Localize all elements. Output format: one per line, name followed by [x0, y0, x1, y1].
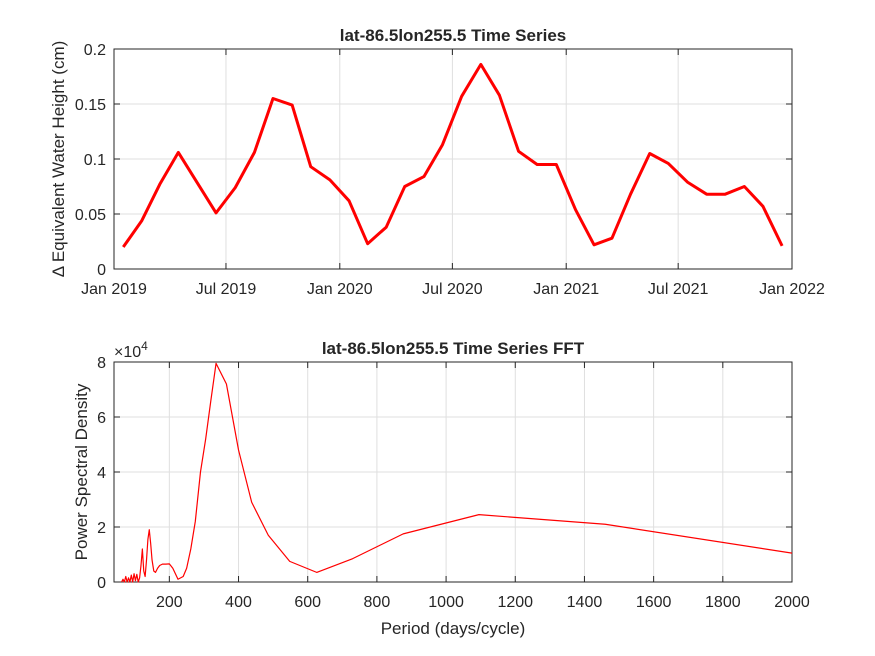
x-tick-label: 1600	[636, 594, 672, 611]
x-tick-label: 1400	[567, 594, 603, 611]
y-tick-label: 0.2	[84, 42, 106, 59]
x-tick-label: Jan 2022	[759, 281, 825, 298]
x-tick-label: 1200	[497, 594, 533, 611]
x-tick-label: 1000	[428, 594, 464, 611]
x-tick-label: 2000	[774, 594, 810, 611]
fft-grid	[114, 361, 793, 583]
x-tick-label: 600	[294, 594, 321, 611]
fft-exponent-base: ×10	[114, 344, 141, 361]
fft-chart: 200 400 600 800 1000 1200 1400 1600 1800 2000 0 2 4 6…	[72, 339, 810, 638]
x-tick-label: 800	[364, 594, 391, 611]
y-tick-label: 2	[97, 520, 106, 537]
y-tick-label: 0.15	[75, 97, 106, 114]
x-tick-label: Jan 2020	[307, 281, 373, 298]
x-tick-label: Jan 2021	[533, 281, 599, 298]
fft-ticks: 200 400 600 800 1000 1200 1400 1600 1800 2000 0 2 4 6…	[97, 355, 810, 611]
time-series-grid	[113, 48, 793, 270]
x-tick-label: 400	[225, 594, 252, 611]
time-series-line	[122, 62, 784, 248]
time-series-ticks: Jan 2019 Jul 2019 Jan 2020 Jul 2020 Jan 2021…	[75, 42, 825, 298]
fft-xlabel: Period (days/cycle)	[381, 619, 526, 638]
y-tick-label: 0.05	[75, 207, 106, 224]
fft-title: lat-86.5lon255.5 Time Series FFT	[322, 339, 585, 358]
fft-ylabel: Power Spectral Density	[72, 383, 91, 560]
x-tick-label: 1800	[705, 594, 741, 611]
fft-line	[121, 362, 793, 583]
x-tick-label: Jan 2019	[81, 281, 147, 298]
time-series-ylabel: Δ Equivalent Water Height (cm)	[49, 41, 68, 278]
y-tick-label: 0.1	[84, 152, 106, 169]
y-tick-label: 4	[97, 465, 106, 482]
time-series-title: lat-86.5lon255.5 Time Series	[340, 26, 566, 45]
y-tick-label: 0	[97, 575, 106, 592]
y-tick-label: 8	[97, 355, 106, 372]
fft-exponent-power: 4	[141, 339, 148, 353]
x-tick-label: Jul 2020	[422, 281, 483, 298]
y-tick-label: 6	[97, 410, 106, 427]
x-tick-label: 200	[156, 594, 183, 611]
fft-exponent-label: ×104	[114, 339, 148, 361]
time-series-chart: Jan 2019 Jul 2019 Jan 2020 Jul 2020 Jan 2021…	[49, 26, 825, 298]
y-tick-label: 0	[97, 262, 106, 279]
x-tick-label: Jul 2021	[648, 281, 709, 298]
x-tick-label: Jul 2019	[196, 281, 257, 298]
